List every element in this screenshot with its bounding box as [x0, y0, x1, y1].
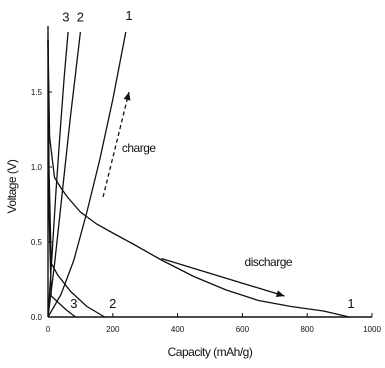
- series-3-charge-line: [47, 31, 69, 318]
- x-tick-label: 0: [46, 325, 51, 334]
- x-tick-label: 1000: [363, 325, 381, 334]
- x-tick-label: 600: [236, 325, 250, 334]
- series-1-charge-line: [47, 31, 127, 318]
- x-axis-title: Capacity (mAh/g): [168, 345, 253, 359]
- x-tick-label: 200: [106, 325, 120, 334]
- annotation-charge: charge: [122, 141, 157, 155]
- curve-label-1: 1: [347, 296, 354, 311]
- series-1-discharge-line: [47, 39, 350, 318]
- annotation-discharge: discharge: [245, 255, 293, 269]
- curve-label-2: 2: [77, 10, 84, 25]
- ticks-layer: 0 200 400 600 800 1000 0.0 0.5 1.0 1.5: [31, 88, 382, 334]
- curve-label-1: 1: [125, 8, 132, 23]
- x-tick-label: 400: [171, 325, 185, 334]
- x-tick-label: 800: [301, 325, 315, 334]
- discharge-arrow-head: [275, 290, 285, 298]
- curve-label-2: 2: [109, 296, 116, 311]
- axes-layer: [47, 26, 372, 318]
- y-tick-label: 0.0: [31, 313, 43, 322]
- curves-layer: [47, 31, 350, 318]
- discharge-arrow: [161, 257, 285, 297]
- curve-label-3: 3: [70, 296, 77, 311]
- y-tick-label: 0.5: [31, 238, 43, 247]
- arrows-layer: [102, 91, 285, 298]
- y-axis-title: Voltage (V): [5, 159, 19, 213]
- curve-label-3: 3: [62, 10, 69, 25]
- series-3-discharge-line: [47, 39, 76, 318]
- series-2-charge-line: [47, 31, 82, 318]
- y-tick-label: 1.5: [31, 88, 43, 97]
- charge-arrow-head: [123, 92, 131, 101]
- y-tick-label: 1.0: [31, 163, 43, 172]
